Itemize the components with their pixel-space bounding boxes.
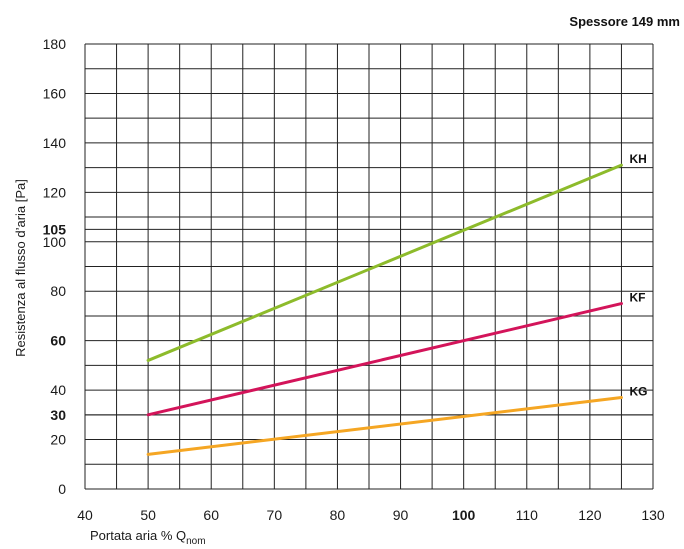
y-tick-label: 180 xyxy=(43,36,67,52)
series-label-kf: KF xyxy=(629,291,645,305)
y-axis-title: Resistenza al flusso d’aria [Pa] xyxy=(13,179,28,357)
series-label-kg: KG xyxy=(629,385,647,399)
x-tick-label: 120 xyxy=(578,507,602,523)
series-line-kf xyxy=(146,302,623,417)
y-tick-label: 105 xyxy=(43,221,67,237)
x-tick-label: 50 xyxy=(140,507,156,523)
series-label-kh: KH xyxy=(629,152,646,166)
x-axis-title: Portata aria % Qnom xyxy=(90,528,206,547)
x-tick-label: 100 xyxy=(452,507,476,523)
grid xyxy=(84,43,654,490)
tick-labels: 40 50 60 70 80 90 100 110 120 130 0 20 40 60 80 100 120 1… xyxy=(43,36,665,523)
y-tick-label: 120 xyxy=(43,184,67,200)
y-tick-label: 160 xyxy=(43,85,67,101)
x-tick-label: 90 xyxy=(393,507,409,523)
y-tick-label: 40 xyxy=(50,382,66,398)
x-axis-title-subscript: nom xyxy=(186,536,205,547)
y-tick-label: 30 xyxy=(50,407,66,423)
y-tick-label: 140 xyxy=(43,135,67,151)
x-tick-label: 70 xyxy=(267,507,283,523)
y-tick-label: 60 xyxy=(50,333,66,349)
y-tick-label: 100 xyxy=(43,234,67,250)
x-tick-label: 130 xyxy=(641,507,665,523)
x-tick-label: 80 xyxy=(330,507,346,523)
y-tick-label: 0 xyxy=(58,481,66,497)
series-lines: KH KF KG xyxy=(146,152,647,456)
x-tick-label: 60 xyxy=(203,507,219,523)
series-line-kg xyxy=(146,396,623,456)
y-tick-label: 80 xyxy=(50,283,66,299)
series-line-kh xyxy=(146,163,623,362)
x-tick-label: 40 xyxy=(77,507,93,523)
x-axis-title-main: Portata aria % Q xyxy=(90,528,186,543)
x-tick-label: 110 xyxy=(516,507,539,523)
chart-title: Spessore 149 mm xyxy=(569,14,680,29)
y-tick-label: 20 xyxy=(50,432,66,448)
